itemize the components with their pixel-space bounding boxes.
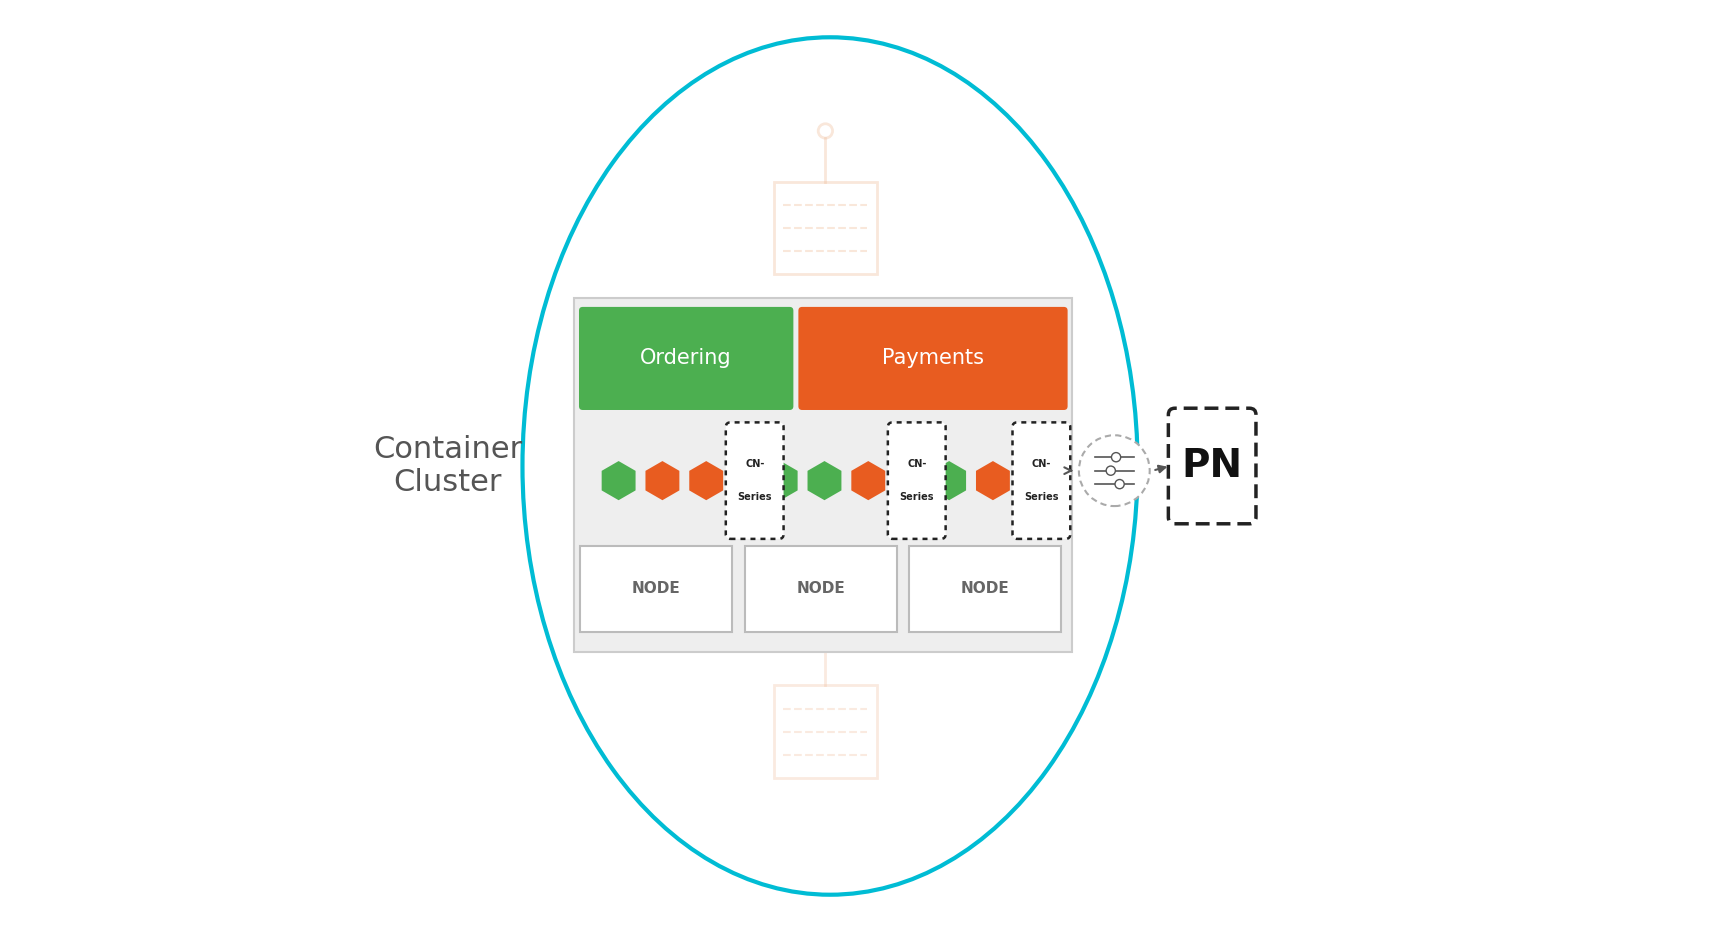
Text: Container
Cluster: Container Cluster xyxy=(374,434,523,498)
Text: NODE: NODE xyxy=(961,582,1009,596)
FancyBboxPatch shape xyxy=(578,307,793,410)
FancyBboxPatch shape xyxy=(745,546,896,632)
Polygon shape xyxy=(690,461,722,500)
Text: CN-: CN- xyxy=(908,459,927,469)
Text: Series: Series xyxy=(1024,492,1059,502)
FancyBboxPatch shape xyxy=(726,422,784,539)
Polygon shape xyxy=(602,461,635,500)
Text: CN-: CN- xyxy=(1031,459,1052,469)
FancyBboxPatch shape xyxy=(580,546,733,632)
FancyBboxPatch shape xyxy=(798,307,1067,410)
Text: NODE: NODE xyxy=(631,582,680,596)
Text: Payments: Payments xyxy=(882,349,983,368)
Text: Series: Series xyxy=(738,492,772,502)
Polygon shape xyxy=(808,461,841,500)
Polygon shape xyxy=(645,461,680,500)
Text: Ordering: Ordering xyxy=(640,349,733,368)
Polygon shape xyxy=(851,461,885,500)
FancyBboxPatch shape xyxy=(1012,422,1071,539)
Text: CN-: CN- xyxy=(745,459,764,469)
FancyBboxPatch shape xyxy=(887,422,946,539)
Text: PN: PN xyxy=(1182,447,1242,485)
Circle shape xyxy=(1115,479,1124,488)
Text: NODE: NODE xyxy=(796,582,844,596)
FancyBboxPatch shape xyxy=(909,546,1060,632)
Text: Series: Series xyxy=(899,492,934,502)
Polygon shape xyxy=(889,461,921,500)
Circle shape xyxy=(1107,466,1115,475)
Polygon shape xyxy=(976,461,1011,500)
Polygon shape xyxy=(932,461,966,500)
Circle shape xyxy=(1112,453,1121,461)
Polygon shape xyxy=(764,461,798,500)
FancyBboxPatch shape xyxy=(573,298,1072,652)
FancyBboxPatch shape xyxy=(1169,408,1256,524)
Circle shape xyxy=(1079,435,1150,506)
